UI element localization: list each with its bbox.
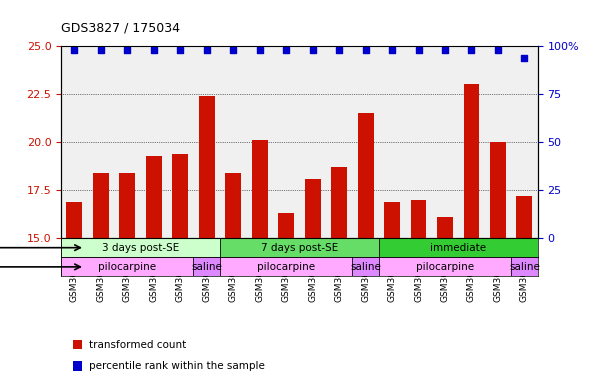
Bar — [146, 156, 162, 238]
Bar — [67, 202, 82, 238]
Text: 3 days post-SE: 3 days post-SE — [102, 243, 179, 253]
Text: saline: saline — [350, 262, 381, 272]
Point — [281, 47, 291, 53]
Point — [387, 47, 397, 53]
Point — [308, 47, 318, 53]
Point — [70, 47, 79, 53]
Bar — [511, 257, 538, 276]
Point — [96, 47, 106, 53]
Bar — [194, 257, 220, 276]
Bar — [357, 113, 373, 238]
Text: GDS3827 / 175034: GDS3827 / 175034 — [61, 22, 180, 35]
Bar — [61, 257, 194, 276]
Point — [360, 47, 370, 53]
Bar — [252, 140, 268, 238]
Bar — [305, 179, 321, 238]
Bar — [220, 238, 379, 257]
Point — [414, 47, 423, 53]
Bar — [225, 173, 241, 238]
Bar — [199, 96, 214, 238]
Point — [519, 55, 529, 61]
Bar — [119, 173, 135, 238]
Text: immediate: immediate — [430, 243, 486, 253]
Point — [493, 47, 503, 53]
Text: pilocarpine: pilocarpine — [98, 262, 156, 272]
Point — [229, 47, 238, 53]
Text: saline: saline — [191, 262, 222, 272]
Bar — [490, 142, 506, 238]
Bar — [516, 196, 532, 238]
Bar — [437, 217, 453, 238]
Point — [149, 47, 159, 53]
Bar — [220, 257, 353, 276]
Point — [467, 47, 477, 53]
Point — [334, 47, 344, 53]
Bar — [172, 154, 188, 238]
Point — [122, 47, 132, 53]
Point — [175, 47, 185, 53]
Text: transformed count: transformed count — [89, 340, 186, 350]
Bar — [411, 200, 426, 238]
Text: saline: saline — [509, 262, 540, 272]
Bar — [379, 257, 511, 276]
Bar — [384, 202, 400, 238]
Point — [202, 47, 211, 53]
Point — [255, 47, 265, 53]
Bar — [379, 238, 538, 257]
Text: pilocarpine: pilocarpine — [257, 262, 315, 272]
Text: pilocarpine: pilocarpine — [416, 262, 474, 272]
Bar — [331, 167, 347, 238]
Bar — [278, 213, 294, 238]
Bar — [61, 238, 220, 257]
Point — [440, 47, 450, 53]
Text: percentile rank within the sample: percentile rank within the sample — [89, 361, 265, 371]
Text: 7 days post-SE: 7 days post-SE — [261, 243, 338, 253]
Bar — [353, 257, 379, 276]
Bar — [93, 173, 109, 238]
Bar — [464, 84, 480, 238]
